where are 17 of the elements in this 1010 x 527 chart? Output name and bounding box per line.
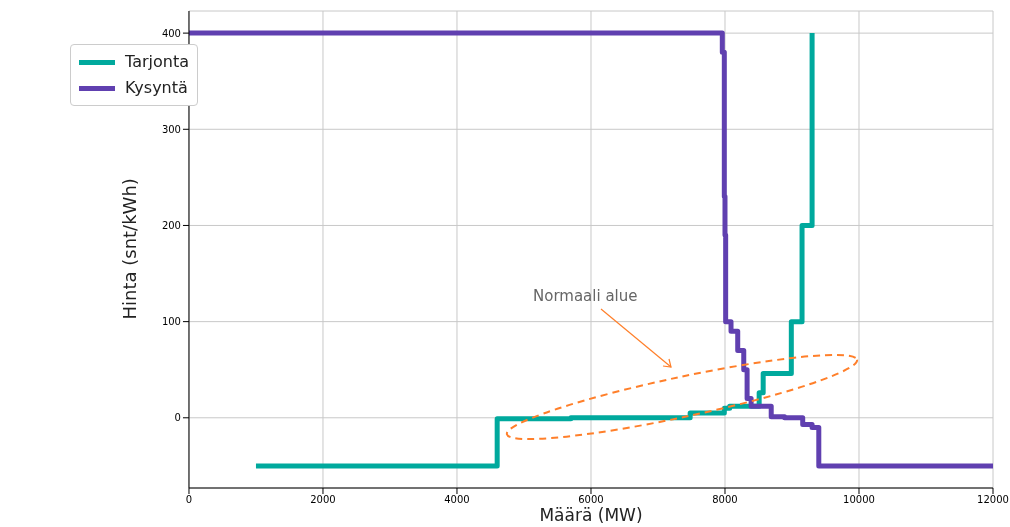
x-axis-title: Määrä (MW) (539, 505, 643, 525)
x-tick-label: 10000 (843, 494, 875, 506)
y-tick-label: 400 (161, 27, 181, 39)
y-tick-label: 0 (174, 412, 181, 424)
annotation: Normaali alue (533, 287, 638, 305)
x-tick-label: 4000 (444, 494, 470, 506)
x-tick-label: 12000 (977, 494, 1009, 506)
y-axis-title: Hinta (snt/kWh) (119, 178, 141, 320)
x-tick-label: 0 (185, 494, 193, 506)
y-tick-label: 300 (161, 123, 181, 135)
legend-label: Tarjonta (125, 51, 189, 73)
x-tick-label: 2000 (310, 494, 336, 506)
x-tick-label: 8000 (712, 494, 738, 506)
legend-label: Kysyntä (125, 77, 188, 99)
x-tick-label: 6000 (578, 494, 604, 506)
y-tick-label: 100 (161, 316, 181, 328)
y-tick-label: 200 (161, 220, 181, 232)
